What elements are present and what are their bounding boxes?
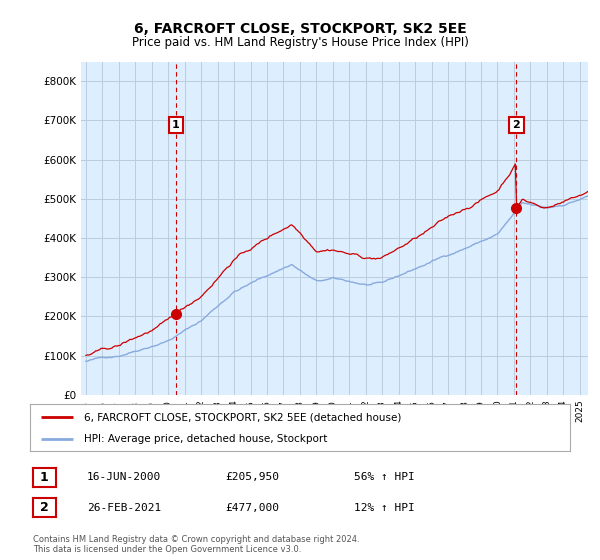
Text: 1: 1	[40, 470, 49, 484]
Text: 12% ↑ HPI: 12% ↑ HPI	[354, 503, 415, 513]
Text: 2: 2	[512, 120, 520, 130]
Text: £205,950: £205,950	[225, 472, 279, 482]
Text: 56% ↑ HPI: 56% ↑ HPI	[354, 472, 415, 482]
Text: Price paid vs. HM Land Registry's House Price Index (HPI): Price paid vs. HM Land Registry's House …	[131, 36, 469, 49]
Text: 6, FARCROFT CLOSE, STOCKPORT, SK2 5EE (detached house): 6, FARCROFT CLOSE, STOCKPORT, SK2 5EE (d…	[84, 412, 401, 422]
Text: HPI: Average price, detached house, Stockport: HPI: Average price, detached house, Stoc…	[84, 434, 328, 444]
Text: 1: 1	[172, 120, 179, 130]
Text: Contains HM Land Registry data © Crown copyright and database right 2024.
This d: Contains HM Land Registry data © Crown c…	[33, 535, 359, 554]
Text: £477,000: £477,000	[225, 503, 279, 513]
Text: 26-FEB-2021: 26-FEB-2021	[87, 503, 161, 513]
Text: 2: 2	[40, 501, 49, 515]
Text: 6, FARCROFT CLOSE, STOCKPORT, SK2 5EE: 6, FARCROFT CLOSE, STOCKPORT, SK2 5EE	[134, 22, 466, 36]
Text: 16-JUN-2000: 16-JUN-2000	[87, 472, 161, 482]
